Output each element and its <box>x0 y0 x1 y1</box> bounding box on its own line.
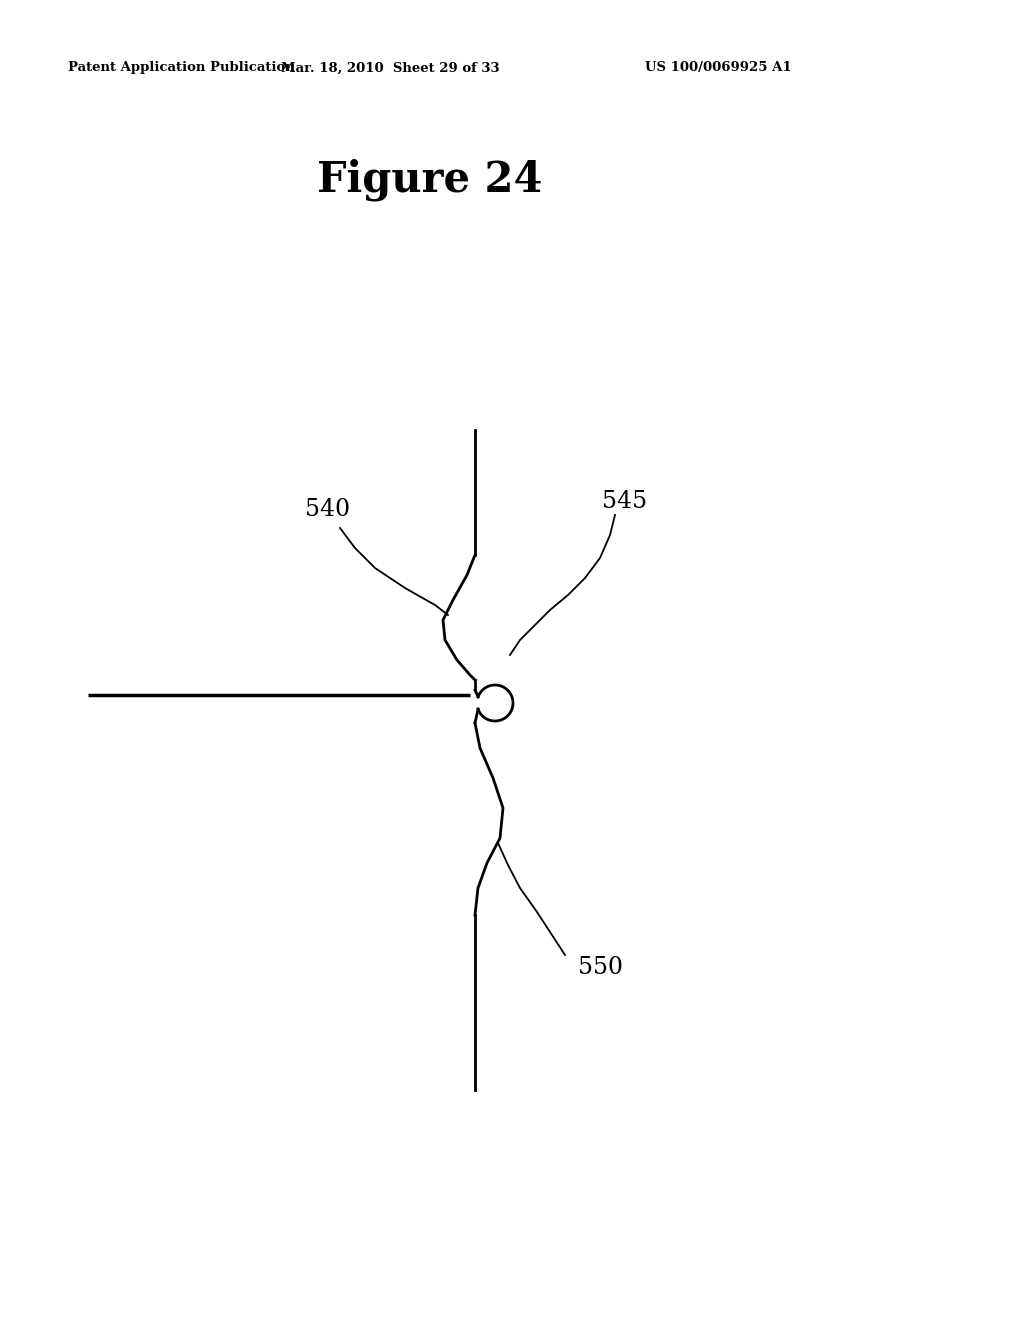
Text: Mar. 18, 2010  Sheet 29 of 33: Mar. 18, 2010 Sheet 29 of 33 <box>281 62 500 74</box>
Text: Patent Application Publication: Patent Application Publication <box>68 62 295 74</box>
Text: US 100/0069925 A1: US 100/0069925 A1 <box>645 62 792 74</box>
Text: 550: 550 <box>578 956 623 978</box>
Text: Figure 24: Figure 24 <box>317 158 543 201</box>
Text: 540: 540 <box>305 499 350 521</box>
Text: 545: 545 <box>602 491 647 513</box>
